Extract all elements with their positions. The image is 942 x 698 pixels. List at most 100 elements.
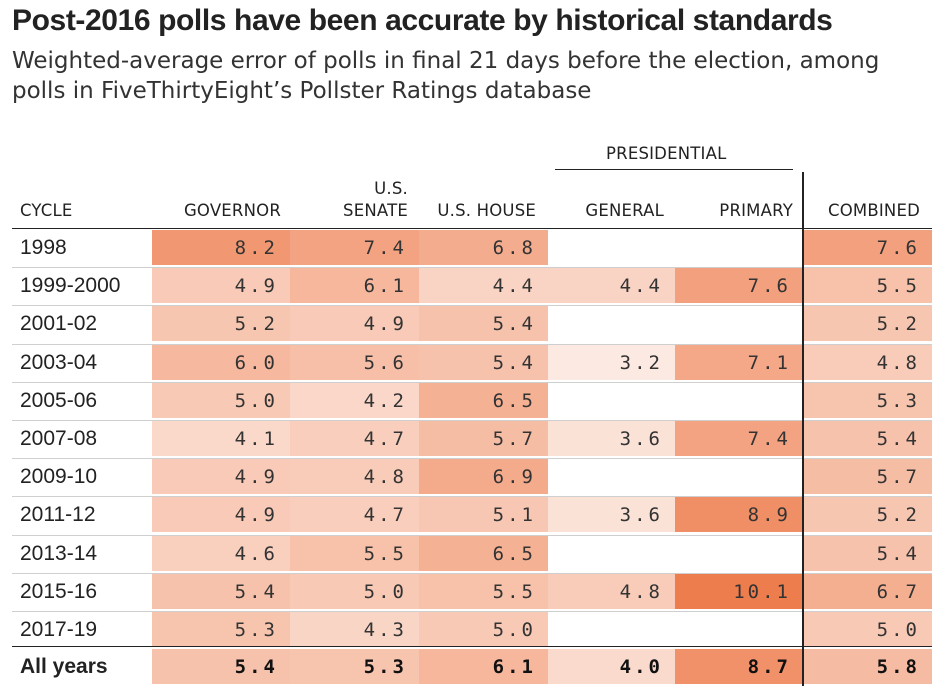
row-divider: [12, 305, 932, 306]
cell-primary: 10.1: [675, 574, 803, 609]
cell-senate: 7.4: [290, 230, 419, 265]
cell-combined: 5.3: [804, 383, 932, 418]
cell-senate: 5.6: [290, 345, 419, 380]
row-label: 2017-19: [20, 618, 98, 641]
cell-combined: 4.8: [804, 345, 932, 380]
cell-governor: 4.9: [152, 497, 290, 532]
row-label: 2015-16: [20, 580, 98, 603]
cell-senate: 4.2: [290, 383, 419, 418]
cell-governor: 5.0: [152, 383, 290, 418]
table-row: 4.1 4.7 5.7 3.6 7.4 5.4 2007-08: [12, 420, 932, 457]
table-total-row: 5.4 5.3 6.1 4.0 8.7 5.8 All years: [12, 648, 932, 685]
row-divider: [12, 267, 932, 268]
cell-combined: 5.2: [804, 497, 932, 532]
cell-general: 4.4: [548, 268, 675, 303]
cell-combined: 5.4: [804, 536, 932, 571]
cell-general: 3.2: [548, 345, 675, 380]
cell-governor: 4.1: [152, 421, 290, 456]
row-divider: [12, 458, 932, 459]
cell-senate: 4.8: [290, 459, 419, 494]
cell-general: 4.0: [548, 649, 675, 684]
cell-governor: 4.6: [152, 536, 290, 571]
cell-house: 6.5: [419, 536, 548, 571]
header-governor: GOVERNOR: [183, 201, 281, 220]
cell-governor: 5.3: [152, 612, 290, 647]
table-row: 6.0 5.6 5.4 3.2 7.1 4.8 2003-04: [12, 344, 932, 381]
header-cycle: CYCLE: [20, 201, 73, 220]
cell-senate: 6.1: [290, 268, 419, 303]
total-rule: [12, 646, 932, 647]
chart-title: Post-2016 polls have been accurate by hi…: [12, 4, 833, 37]
cell-senate: 4.9: [290, 306, 419, 341]
cell-general: 3.6: [548, 497, 675, 532]
table-row: 5.4 5.0 5.5 4.8 10.1 6.7 2015-16: [12, 573, 932, 610]
row-divider: [12, 496, 932, 497]
row-divider: [12, 573, 932, 574]
cell-primary: 8.9: [675, 497, 803, 532]
cell-house: 6.5: [419, 383, 548, 418]
table-row: 8.2 7.4 6.8 7.6 1998: [12, 229, 932, 266]
cell-house: 6.9: [419, 459, 548, 494]
cell-combined: 5.2: [804, 306, 932, 341]
cell-house: 6.1: [419, 649, 548, 684]
row-label: 2001-02: [20, 312, 98, 335]
cell-primary: 8.7: [675, 649, 803, 684]
cell-primary: 7.1: [675, 345, 803, 380]
row-label: 2013-14: [20, 542, 98, 565]
header-primary: PRIMARY: [719, 201, 793, 220]
row-label: 2007-08: [20, 427, 98, 450]
cell-governor: 4.9: [152, 459, 290, 494]
table-row: 4.6 5.5 6.5 5.4 2013-14: [12, 535, 932, 572]
table-row: 4.9 4.7 5.1 3.6 8.9 5.2 2011-12: [12, 496, 932, 533]
row-divider: [12, 611, 932, 612]
cell-house: 5.1: [419, 497, 548, 532]
row-divider: [12, 344, 932, 345]
row-divider: [12, 535, 932, 536]
cell-senate: 4.7: [290, 421, 419, 456]
cell-primary: 7.4: [675, 421, 803, 456]
cell-combined: 6.7: [804, 574, 932, 609]
row-label: All years: [20, 655, 108, 678]
row-label: 2011-12: [20, 503, 96, 526]
cell-house: 5.4: [419, 345, 548, 380]
cell-primary: 7.6: [675, 268, 803, 303]
cell-senate: 4.7: [290, 497, 419, 532]
header-presidential-group: PRESIDENTIAL: [606, 144, 727, 163]
chart-subtitle: Weighted-average error of polls in final…: [12, 48, 880, 104]
row-label: 1999-2000: [20, 274, 121, 297]
cell-combined: 5.8: [804, 649, 932, 684]
row-label: 2003-04: [20, 351, 98, 374]
header-senate-top: U.S.: [374, 179, 408, 198]
table-row: 4.9 6.1 4.4 4.4 7.6 5.5 1999-2000: [12, 267, 932, 304]
cell-house: 5.7: [419, 421, 548, 456]
header-senate-bottom: SENATE: [343, 201, 408, 220]
table-row: 4.9 4.8 6.9 5.7 2009-10: [12, 458, 932, 495]
header-general: GENERAL: [585, 201, 664, 220]
header-combined: COMBINED: [827, 201, 920, 220]
cell-house: 4.4: [419, 268, 548, 303]
cell-house: 5.4: [419, 306, 548, 341]
table-row: 5.2 4.9 5.4 5.2 2001-02: [12, 305, 932, 342]
cell-combined: 5.5: [804, 268, 932, 303]
cell-senate: 5.0: [290, 574, 419, 609]
cell-governor: 4.9: [152, 268, 290, 303]
cell-house: 6.8: [419, 230, 548, 265]
cell-combined: 5.7: [804, 459, 932, 494]
cell-general: 4.8: [548, 574, 675, 609]
table-row: 5.3 4.3 5.0 5.0 2017-19: [12, 611, 932, 648]
row-divider: [12, 382, 932, 383]
cell-governor: 5.4: [152, 649, 290, 684]
row-divider: [12, 420, 932, 421]
cell-general: 3.6: [548, 421, 675, 456]
cell-governor: 5.2: [152, 306, 290, 341]
cell-combined: 5.0: [804, 612, 932, 647]
cell-combined: 7.6: [804, 230, 932, 265]
cell-house: 5.0: [419, 612, 548, 647]
cell-senate: 5.5: [290, 536, 419, 571]
header-rule: [12, 228, 932, 229]
cell-combined: 5.4: [804, 421, 932, 456]
combined-divider: [802, 172, 804, 686]
row-label: 2009-10: [20, 465, 98, 488]
presidential-group-rule: [555, 169, 793, 170]
cell-governor: 6.0: [152, 345, 290, 380]
